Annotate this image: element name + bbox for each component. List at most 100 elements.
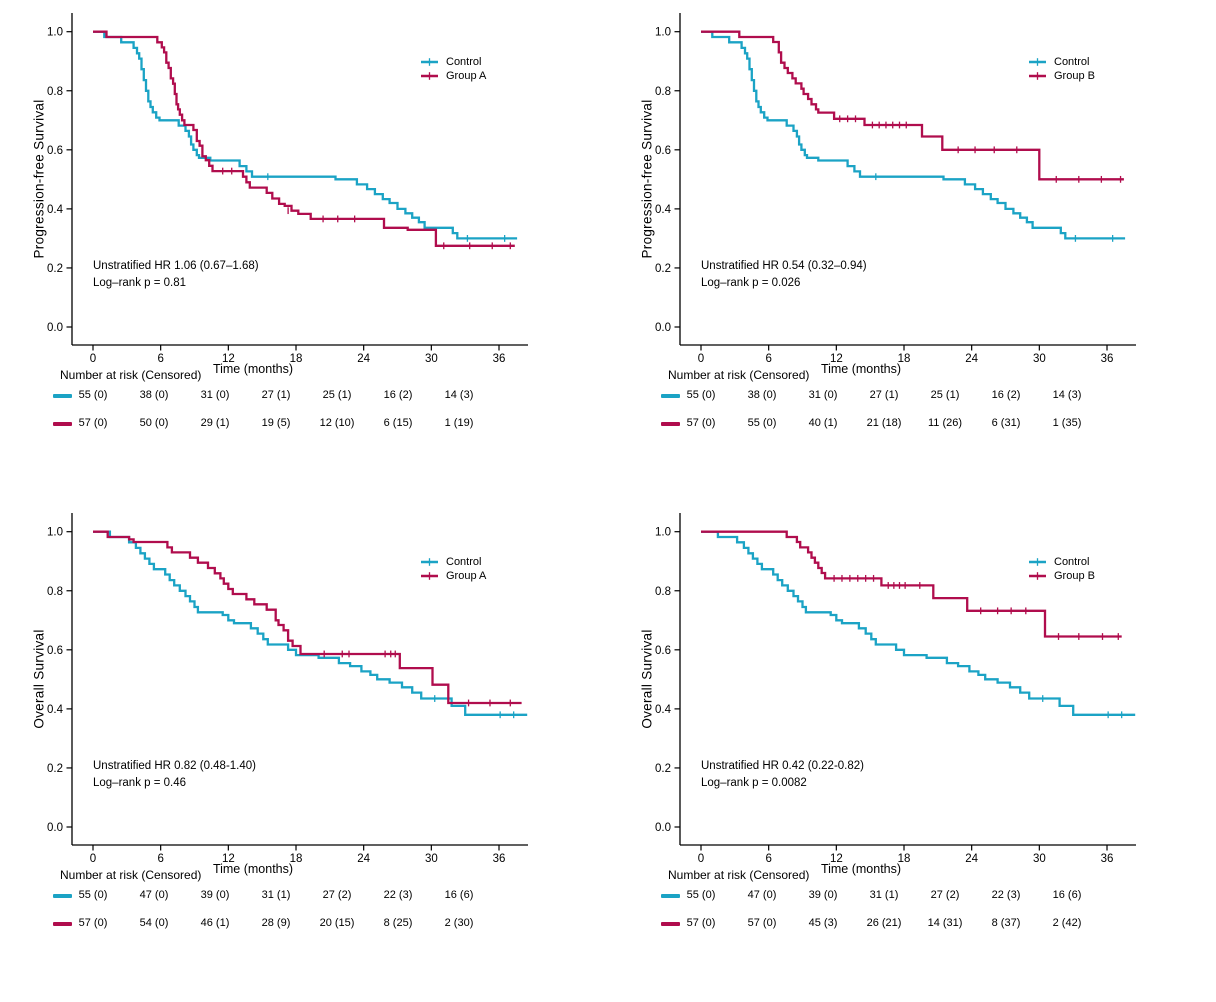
risk-value: 47 (0): [747, 889, 777, 901]
legend-entry-group-b: Group B: [1029, 69, 1095, 83]
x-tick-label: 0: [90, 353, 96, 365]
x-tick-label: 24: [357, 853, 370, 865]
risk-value: 55 (0): [78, 389, 108, 401]
risk-row-key-group-a: [53, 922, 72, 926]
y-tick-label: 0.0: [655, 322, 671, 334]
risk-value: 38 (0): [747, 389, 777, 401]
risk-value: 6 (15): [383, 417, 413, 429]
risk-row-key-control: [661, 894, 680, 898]
risk-value: 38 (0): [139, 389, 169, 401]
risk-value: 27 (2): [322, 889, 352, 901]
y-tick-label: 1.0: [47, 527, 63, 539]
y-tick-label: 0.6: [47, 145, 63, 157]
risk-value: 26 (21): [866, 917, 902, 929]
legend-entry-control: Control: [421, 55, 486, 69]
risk-value: 28 (9): [261, 917, 291, 929]
legend: Control Group B: [1029, 555, 1095, 583]
risk-value: 1 (35): [1052, 417, 1082, 429]
risk-row-key-control: [53, 894, 72, 898]
legend: Control Group B: [1029, 55, 1095, 83]
x-tick-label: 36: [493, 353, 506, 365]
legend-label: Control: [1054, 56, 1090, 68]
risk-value: 55 (0): [78, 889, 108, 901]
legend: Control Group A: [421, 55, 486, 83]
panel-os-group-b: 0.0 0.2 0.4 0.6 0.8 1.0 0 6 12 18 24 30 36 Overall S…: [608, 500, 1216, 1000]
legend-key-line-icon: [1029, 558, 1046, 566]
risk-value: 1 (19): [444, 417, 474, 429]
hr-annotation: Unstratified HR 1.06 (0.67–1.68): [93, 260, 259, 272]
y-tick-label: 0.6: [47, 645, 63, 657]
y-tick-label: 0.2: [47, 263, 63, 275]
risk-value: 16 (2): [991, 389, 1021, 401]
risk-value: 54 (0): [139, 917, 169, 929]
x-tick-label: 24: [965, 853, 978, 865]
risk-row-key-control: [53, 394, 72, 398]
y-tick-label: 0.4: [47, 704, 64, 716]
y-tick-label: 0.4: [655, 204, 672, 216]
km-curve-group-b: [701, 530, 1122, 638]
legend-key-line-icon: [421, 558, 438, 566]
risk-value: 12 (10): [319, 417, 355, 429]
risk-row-key-control: [661, 394, 680, 398]
legend-key-line-icon: [421, 72, 438, 80]
x-tick-label: 24: [357, 353, 370, 365]
legend-key-line-icon: [1029, 72, 1046, 80]
x-tick-label: 18: [290, 353, 303, 365]
y-tick-label: 0.2: [47, 763, 63, 775]
risk-row-key-group-b: [661, 422, 680, 426]
x-tick-label: 36: [1101, 853, 1114, 865]
x-axis-title: Time (months): [820, 862, 902, 876]
y-tick-label: 0.2: [655, 263, 671, 275]
x-tick-label: 36: [493, 853, 506, 865]
x-axis-title: Time (months): [820, 362, 902, 376]
x-axis-title: Time (months): [212, 362, 294, 376]
x-tick-label: 36: [1101, 353, 1114, 365]
legend: Control Group A: [421, 555, 486, 583]
legend-key-line-icon: [421, 58, 438, 66]
y-tick-label: 0.4: [47, 204, 64, 216]
x-tick-label: 6: [157, 853, 163, 865]
legend-entry-control: Control: [1029, 55, 1095, 69]
legend-entry-group-b: Group B: [1029, 569, 1095, 583]
x-tick-label: 0: [698, 853, 704, 865]
risk-value: 20 (15): [319, 917, 355, 929]
hr-annotation: Unstratified HR 0.42 (0.22-0.82): [701, 760, 864, 772]
x-axis-title: Time (months): [212, 862, 294, 876]
risk-value: 14 (3): [1052, 389, 1082, 401]
x-tick-label: 12: [222, 353, 235, 365]
risk-value: 31 (0): [808, 389, 838, 401]
legend-entry-control: Control: [1029, 555, 1095, 569]
legend-entry-group-a: Group A: [421, 569, 486, 583]
hr-annotation: Unstratified HR 0.54 (0.32–0.94): [701, 260, 867, 272]
x-tick-label: 30: [1033, 853, 1046, 865]
y-tick-label: 0.6: [655, 645, 671, 657]
y-tick-label: 0.0: [47, 822, 63, 834]
legend-key-line-icon: [1029, 572, 1046, 580]
x-tick-label: 0: [90, 853, 96, 865]
risk-value: 14 (3): [444, 389, 474, 401]
risk-value: 19 (5): [261, 417, 291, 429]
risk-value: 57 (0): [686, 417, 716, 429]
legend-label: Group A: [446, 70, 487, 82]
risk-value: 6 (31): [991, 417, 1021, 429]
y-tick-label: 1.0: [655, 27, 671, 39]
risk-value: 29 (1): [200, 417, 230, 429]
logrank-annotation: Log–rank p = 0.026: [701, 277, 801, 289]
legend-entry-group-a: Group A: [421, 69, 486, 83]
risk-value: 14 (31): [927, 917, 963, 929]
risk-value: 57 (0): [747, 917, 777, 929]
risk-value: 31 (1): [261, 889, 291, 901]
risk-value: 22 (3): [991, 889, 1021, 901]
risk-value: 25 (1): [930, 389, 960, 401]
panel-os-group-a: 0.0 0.2 0.4 0.6 0.8 1.0 0 6 12 18 24 30 36 Overall S…: [0, 500, 608, 1000]
panel-pfs-group-b: 0.0 0.2 0.4 0.6 0.8 1.0 0 6 12 18 24 30 36 Progressi…: [608, 0, 1216, 500]
km-plot-pfs-group-a: 0.0 0.2 0.4 0.6 0.8 1.0 0 6 12 18 24 30 36: [47, 13, 528, 365]
legend-key-line-icon: [421, 572, 438, 580]
risk-value: 2 (42): [1052, 917, 1082, 929]
risk-value: 55 (0): [747, 417, 777, 429]
risk-value: 45 (3): [808, 917, 838, 929]
risk-value: 16 (6): [444, 889, 474, 901]
hr-annotation: Unstratified HR 0.82 (0.48-1.40): [93, 760, 256, 772]
x-tick-label: 12: [222, 853, 235, 865]
risk-value: 27 (1): [261, 389, 291, 401]
